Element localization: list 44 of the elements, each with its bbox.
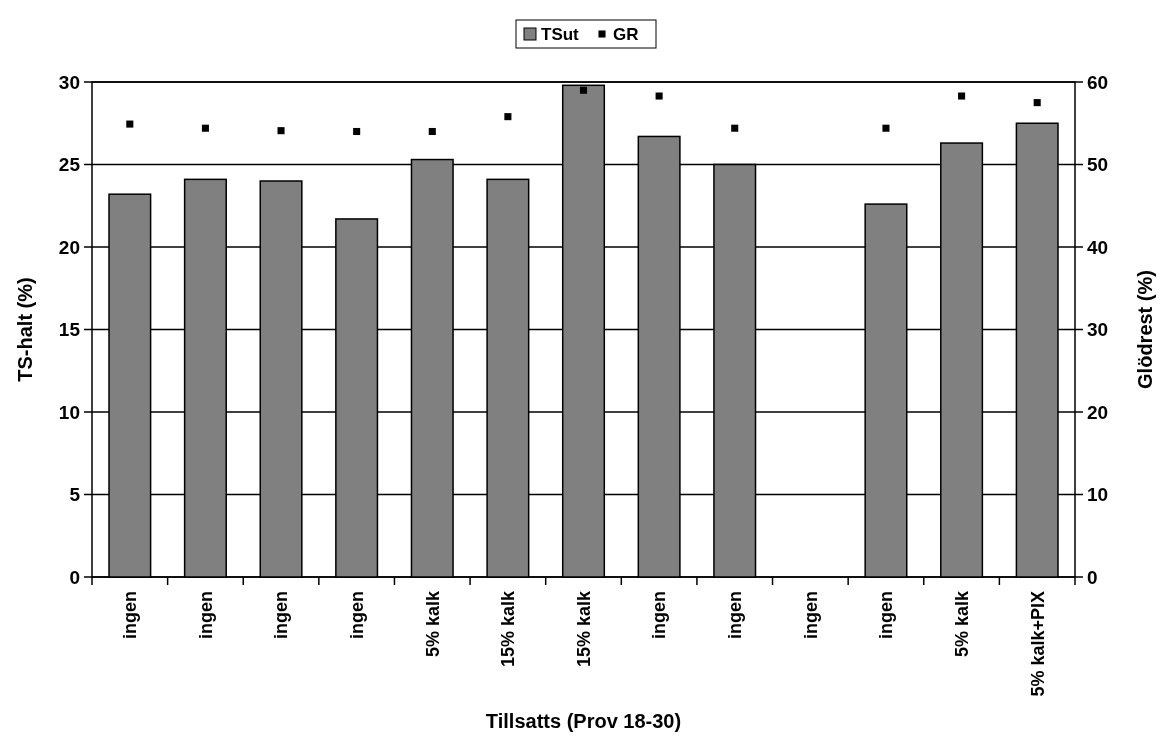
y-tick-label: 20 (58, 236, 80, 258)
x-tick-label: ingen (195, 591, 216, 639)
y2-tick-label: 20 (1087, 401, 1109, 423)
point (579, 86, 588, 94)
y2-tick-label: 10 (1087, 484, 1109, 506)
point (958, 92, 966, 100)
y-tick-label: 5 (69, 484, 81, 506)
y2-tick-label: 30 (1087, 319, 1109, 341)
x-tick-label: ingen (649, 591, 670, 639)
point (201, 124, 209, 132)
x-tick-label: 5% kalk (951, 590, 972, 658)
x-tick-label: 15% kalk (573, 590, 594, 668)
x-tick-label: ingen (271, 591, 292, 639)
legend-label: TSut (541, 24, 580, 44)
y-tick-label: 10 (58, 401, 80, 423)
point (353, 127, 361, 136)
x-tick-label: ingen (800, 591, 821, 639)
x-tick-label: 15% kalk (498, 590, 519, 668)
point (1033, 99, 1041, 107)
x-axis-title: Tillsatts (Prov 18-30) (485, 710, 682, 732)
x-tick-label: ingen (346, 591, 367, 639)
point (504, 113, 512, 121)
point (655, 92, 663, 100)
legend-label: GR (613, 24, 639, 44)
y2-tick-label: 50 (1087, 154, 1109, 176)
y-tick-label: 0 (69, 566, 80, 588)
x-tick-label: 5% kalk (422, 590, 443, 658)
y-axis-title: TS-halt (%) (14, 277, 36, 382)
point (731, 124, 739, 132)
y-tick-label: 15 (58, 319, 81, 341)
x-tick-label: ingen (120, 591, 141, 639)
point (126, 120, 134, 128)
point (277, 127, 285, 135)
y2-axis-title: Glödrest (%) (1134, 270, 1156, 389)
x-tick-label: ingen (725, 591, 746, 639)
x-tick-label: 5% kalk+PIX (1027, 591, 1048, 697)
x-tick-label: ingen (876, 591, 897, 639)
y2-tick-label: 40 (1087, 236, 1109, 258)
y2-tick-label: 0 (1087, 566, 1098, 588)
y-tick-label: 30 (58, 71, 80, 93)
y-tick-label: 25 (58, 154, 81, 176)
point (882, 124, 890, 132)
y2-tick-label: 60 (1087, 71, 1109, 93)
point (428, 127, 436, 136)
